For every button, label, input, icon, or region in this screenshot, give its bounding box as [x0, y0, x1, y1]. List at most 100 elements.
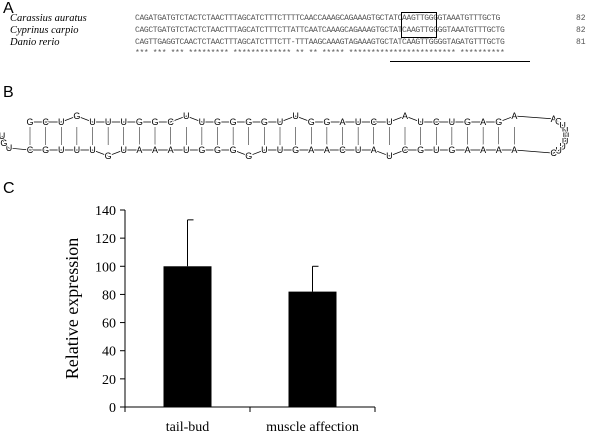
nucleotide-label: A [551, 114, 557, 124]
nucleotide-label: G [464, 117, 471, 127]
nucleotide-label: U [433, 145, 440, 155]
nucleotide-label: U [0, 131, 5, 141]
hairpin-structure: G C UGU U U G G CUU G G G G UUG G A U C UAU C U G A GA AGUUUUUU… [0, 110, 570, 162]
nucleotide-label: G [555, 116, 562, 126]
nucleotide-label: A [324, 145, 330, 155]
nucleotide-label: C [27, 145, 34, 155]
nucleotide-label: C [402, 145, 409, 155]
nucleotide-label: U [74, 145, 81, 155]
sequence-text: CAGTTGAGGTCAACTCTAACTTTAGCATCTTTCTT-TTTA… [135, 38, 505, 47]
nucleotide-label: U [559, 142, 566, 152]
species-name: Danio rerio [10, 37, 60, 48]
nucleotide-label: U [417, 117, 424, 127]
y-tick-label: 140 [95, 204, 116, 219]
y-tick-label: 100 [95, 260, 116, 275]
nucleotide-label: U [6, 143, 13, 153]
y-axis-label: Relative expression [62, 238, 82, 379]
nucleotide-label: G [495, 117, 502, 127]
nucleotide-label: U [121, 145, 128, 155]
nucleotide-label: G [323, 117, 330, 127]
nucleotide-label: A [511, 111, 517, 121]
nucleotide-label: A [464, 145, 470, 155]
nucleotide-label: C [167, 117, 174, 127]
nucleotide-label: C [42, 117, 49, 127]
structure-backbone [1, 115, 567, 157]
sequence-text: CAGCTGATGTCTACTCTAACTTTAGCATCTTTCTTATTCA… [135, 26, 505, 35]
nucleotide-label: U [355, 117, 362, 127]
nucleotide-label: U [562, 125, 569, 135]
nucleotide-label: G [0, 138, 7, 148]
y-tick-label: 120 [95, 232, 116, 247]
nucleotide-label: G [230, 145, 237, 155]
species-name: Cyprinus carpio [10, 25, 79, 36]
nucleotide-label: G [198, 145, 205, 155]
nucleotide-label: G [292, 145, 299, 155]
nucleotide-label: U [183, 111, 190, 121]
nucleotide-label: G [73, 111, 80, 121]
nucleotide-label: G [136, 117, 143, 127]
nucleotide-label: A [136, 145, 142, 155]
nucleotide-label: U [89, 145, 96, 155]
nucleotide-label: U [449, 117, 456, 127]
consensus-line: *** *** *** ********* ************* ** *… [135, 49, 505, 58]
nucleotide-label: U [277, 145, 284, 155]
nucleotide-label: A [339, 117, 345, 127]
sequence-length: 82 [576, 26, 586, 35]
sequence-length: 81 [576, 38, 586, 47]
nucleotide-label: U [199, 117, 206, 127]
nucleotide-label: C [339, 145, 346, 155]
nucleotide-label: A [402, 111, 408, 121]
panel-label-a: A [3, 0, 14, 17]
bar-muscle-affection [288, 291, 337, 407]
nucleotide-label: U [355, 145, 362, 155]
nucleotide-label: C [550, 148, 557, 158]
nucleotide-label: G [245, 151, 252, 161]
nucleotide-label: G [417, 145, 424, 155]
nucleotide-label: G [214, 117, 221, 127]
panel-label-c: C [3, 180, 15, 197]
y-tick-label: 40 [102, 345, 116, 360]
mature-region-underline [390, 61, 530, 62]
nucleotide-label: U [105, 117, 112, 127]
sequence-length: 82 [576, 14, 586, 23]
nucleotide-label: G [448, 145, 455, 155]
y-tick-label: 60 [102, 317, 116, 332]
nucleotide-label: A [480, 145, 486, 155]
nucleotide-label: U [386, 151, 393, 161]
nucleotide-label: U [559, 120, 566, 130]
nucleotide-label: U [555, 146, 562, 156]
y-tick-label: 20 [102, 373, 116, 388]
nucleotide-label: A [308, 145, 314, 155]
nucleotide-label: G [42, 145, 49, 155]
nucleotide-label: U [292, 111, 299, 121]
nucleotide-label: A [371, 145, 377, 155]
nucleotide-label: A [511, 145, 517, 155]
nucleotide-label: G [245, 117, 252, 127]
sequence-alignment: Carassius auratus CAGATGATGTCTACTCTAACTT… [8, 12, 598, 73]
seed-region-box [401, 12, 437, 38]
nucleotide-label: U [386, 117, 393, 127]
nucleotide-label: U [183, 145, 190, 155]
nucleotide-label: U [277, 117, 284, 127]
nucleotide-label: U [121, 117, 128, 127]
nucleotide-label: G [151, 117, 158, 127]
y-tick-label: 0 [109, 401, 116, 416]
nucleotide-label: U [563, 131, 570, 141]
nucleotide-label: A [496, 145, 502, 155]
nucleotide-label: A [480, 117, 486, 127]
species-name: Carassius auratus [10, 13, 87, 24]
y-tick-label: 80 [102, 288, 116, 303]
nucleotide-label: A [152, 145, 158, 155]
nucleotide-label: A [168, 145, 174, 155]
nucleotide-label: G [261, 117, 268, 127]
bar-chart: 0 20 40 60 80 100 120 140 Relative expression tai… [62, 204, 376, 435]
nucleotide-label: U [261, 145, 268, 155]
panel-label-b: B [3, 84, 14, 101]
nucleotide-label: G [308, 117, 315, 127]
nucleotide-label: C [371, 117, 378, 127]
nucleotide-label: U [89, 117, 96, 127]
x-tick-label: muscle affection [266, 420, 359, 435]
chart-bars [163, 219, 337, 407]
nucleotide-label: G [105, 151, 112, 161]
nucleotide-label: G [214, 145, 221, 155]
